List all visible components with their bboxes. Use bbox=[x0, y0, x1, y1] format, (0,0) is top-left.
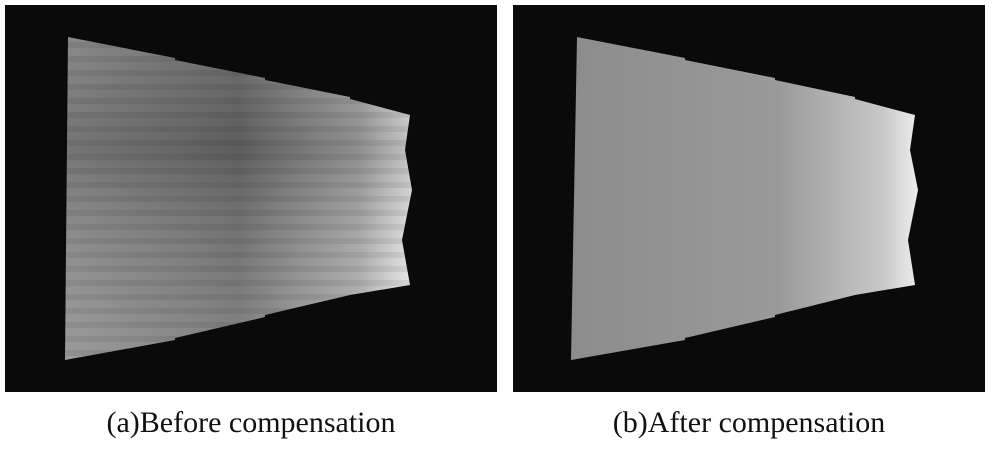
caption: (a)Before compensation bbox=[106, 406, 395, 439]
figure: (a)Before compensation (b)After compensa… bbox=[0, 0, 992, 447]
caption: (b)After compensation bbox=[613, 406, 885, 439]
